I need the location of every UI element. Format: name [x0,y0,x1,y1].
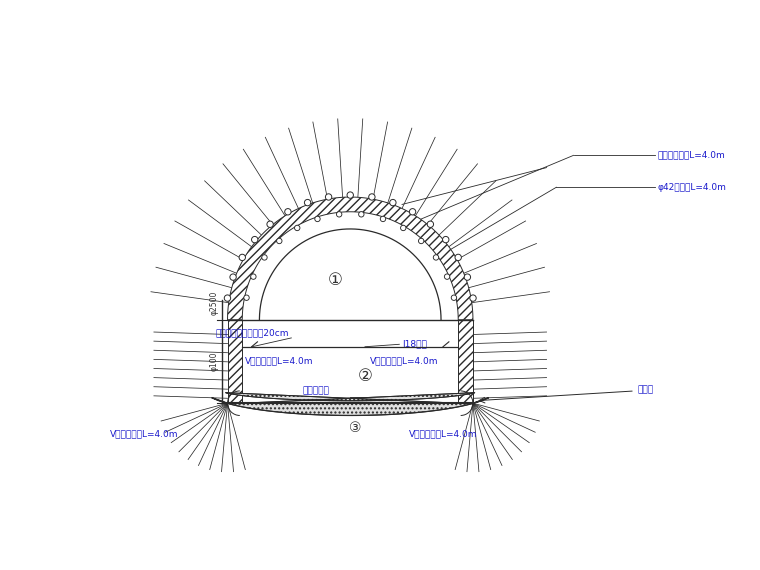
Circle shape [230,274,236,280]
Text: φ2500: φ2500 [210,290,219,315]
Circle shape [359,211,364,217]
Circle shape [464,274,470,280]
Text: I18模拱: I18模拱 [402,339,426,348]
Text: ①: ① [328,271,343,290]
Circle shape [419,238,424,243]
Circle shape [267,221,274,227]
Circle shape [315,216,320,222]
Circle shape [295,225,300,231]
Text: V级锁脚锡管L=4.0m: V级锁脚锡管L=4.0m [109,429,179,438]
Text: φ100: φ100 [210,352,219,371]
Circle shape [380,216,385,222]
Text: V级锁脚锡管L=4.0m: V级锁脚锡管L=4.0m [409,429,477,438]
Circle shape [239,254,245,260]
Circle shape [442,237,449,243]
Circle shape [455,254,461,260]
Circle shape [252,237,258,243]
Circle shape [445,274,450,279]
Circle shape [305,200,311,206]
Text: V级锁脚锡管L=4.0m: V级锁脚锡管L=4.0m [370,356,439,365]
Text: ②: ② [357,367,372,385]
Text: 仰拱填充面: 仰拱填充面 [302,386,329,396]
Circle shape [277,238,282,243]
Circle shape [470,295,477,302]
Circle shape [427,221,433,227]
Circle shape [337,211,342,217]
Polygon shape [458,320,473,403]
Text: V级锁脚锡管L=4.0m: V级锁脚锡管L=4.0m [245,356,313,365]
Polygon shape [227,320,242,403]
Circle shape [347,192,353,198]
Circle shape [401,225,406,231]
Circle shape [410,209,416,215]
Circle shape [244,295,249,300]
Text: ③: ③ [349,421,362,435]
Circle shape [369,194,375,200]
Circle shape [390,200,396,206]
Circle shape [433,255,439,260]
Polygon shape [227,197,473,320]
Circle shape [261,255,268,260]
Circle shape [451,295,457,300]
Text: φ42小导管L=4.0m: φ42小导管L=4.0m [657,183,726,192]
Circle shape [325,194,332,200]
Circle shape [251,274,256,279]
Polygon shape [212,393,489,416]
Text: 系统定向锡杆L=4.0m: 系统定向锡杆L=4.0m [657,151,725,160]
Text: 重初衯: 重初衯 [638,385,654,394]
Text: 临时仰拱噴混凝土匇20cm: 临时仰拱噴混凝土匇20cm [215,328,289,337]
Circle shape [285,209,291,215]
Circle shape [224,295,230,302]
